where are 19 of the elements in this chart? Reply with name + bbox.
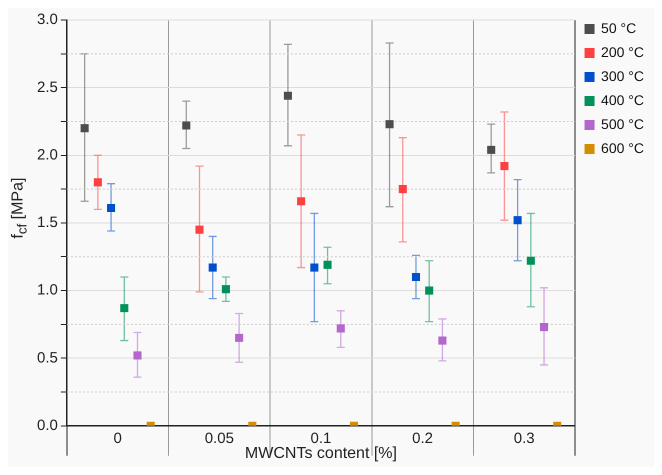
y-tick-label: 2.0 — [36, 146, 58, 164]
legend-label: 500 °C — [601, 116, 644, 132]
x-tick-label: 0 — [114, 430, 122, 447]
legend-label: 300 °C — [601, 68, 644, 84]
y-tick-label: 1.0 — [36, 282, 58, 299]
legend-label: 600 °C — [601, 140, 644, 156]
legend-label: 200 °C — [601, 44, 644, 60]
y-tick-label: 0.5 — [36, 349, 58, 366]
x-axis-title: MWCNTs content [%] — [244, 444, 397, 462]
x-tick-label: 0.1 — [310, 430, 332, 447]
x-tick-label: 0.05 — [204, 430, 234, 447]
legend-label: 50 °C — [601, 20, 636, 36]
y-tick-label: 1.5 — [36, 214, 58, 232]
x-tick-label: 0.2 — [412, 430, 434, 447]
y-tick-label: 0.0 — [36, 416, 58, 434]
y-tick-label: 3.0 — [36, 11, 58, 28]
legend-label: 400 °C — [601, 92, 644, 108]
x-tick-label: 0.3 — [514, 430, 535, 447]
y-tick-label: 2.5 — [36, 78, 58, 96]
